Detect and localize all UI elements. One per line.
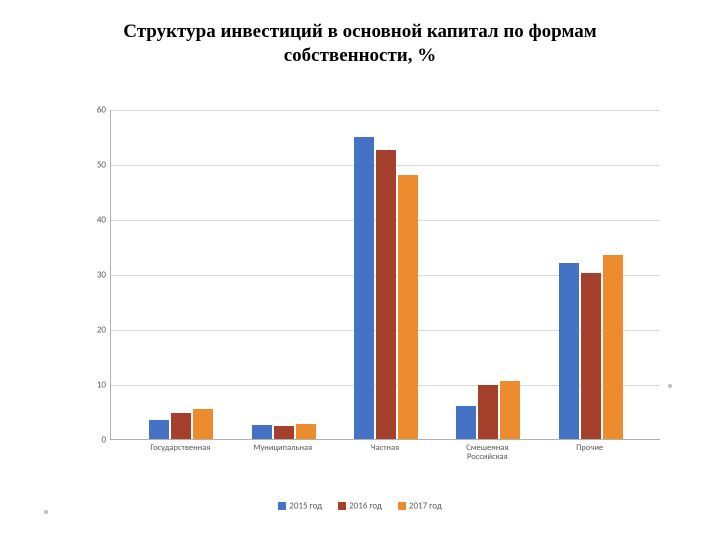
chart: 0102030405060ГосударственнаяМуниципальна… — [70, 110, 660, 470]
grid-line — [111, 110, 660, 111]
bar — [478, 385, 498, 439]
bar — [149, 420, 169, 439]
legend-item: 2017 год — [398, 500, 442, 511]
dot-icon — [668, 384, 672, 388]
bar — [171, 413, 191, 439]
dot-icon — [44, 510, 48, 514]
x-category-label: Государственная — [130, 444, 230, 453]
bar — [500, 381, 520, 439]
legend-item: 2016 год — [338, 500, 382, 511]
bar — [603, 255, 623, 439]
bar — [296, 424, 316, 439]
bar — [193, 409, 213, 439]
legend-label: 2017 год — [409, 500, 442, 511]
bar — [581, 273, 601, 439]
x-category-label: Смешенная Российская — [437, 444, 537, 463]
legend-swatch — [278, 502, 286, 510]
y-tick-label: 10 — [70, 380, 106, 391]
bar — [398, 175, 418, 439]
y-tick-label: 50 — [70, 160, 106, 171]
y-tick-label: 30 — [70, 270, 106, 281]
y-tick-label: 40 — [70, 215, 106, 226]
y-tick-label: 20 — [70, 325, 106, 336]
plot-area — [110, 110, 660, 440]
x-category-label: Частная — [335, 444, 435, 453]
legend-label: 2015 год — [289, 500, 322, 511]
legend-swatch — [338, 502, 346, 510]
bar — [559, 263, 579, 439]
legend: 2015 год 2016 год 2017 год — [0, 500, 720, 511]
x-category-label: Прочие — [540, 444, 640, 453]
y-tick-label: 60 — [70, 105, 106, 116]
x-category-label: Муниципальная — [233, 444, 333, 453]
bar — [252, 425, 272, 439]
legend-swatch — [398, 502, 406, 510]
legend-label: 2016 год — [349, 500, 382, 511]
bar — [376, 150, 396, 439]
bar — [354, 137, 374, 440]
page-title: Структура инвестиций в основной капитал … — [0, 0, 720, 74]
bar — [274, 426, 294, 439]
legend-item: 2015 год — [278, 500, 322, 511]
bar — [456, 406, 476, 439]
y-tick-label: 0 — [70, 435, 106, 446]
